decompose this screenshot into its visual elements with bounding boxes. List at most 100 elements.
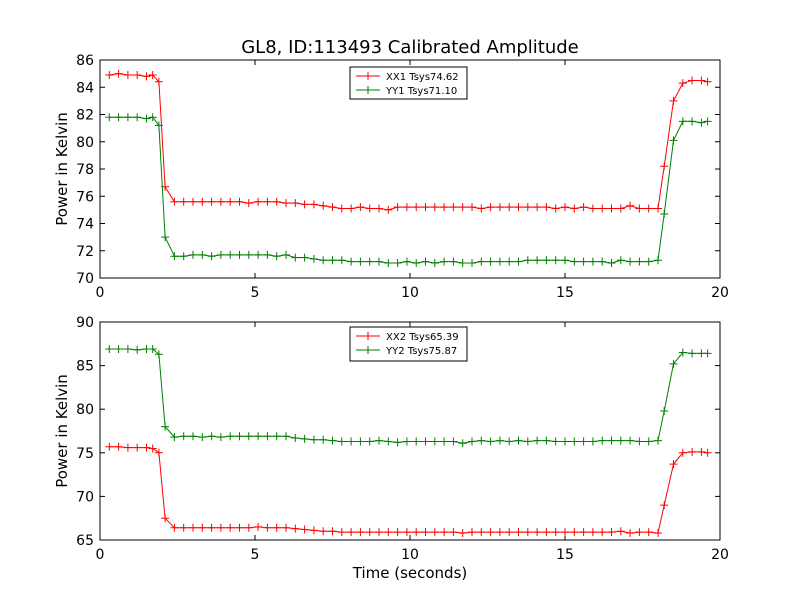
top-data-point-yy1 xyxy=(244,250,253,259)
top-data-point-yy1 xyxy=(626,257,635,266)
top-data-point-xx1 xyxy=(226,197,235,206)
top-data-point-yy1 xyxy=(133,113,142,122)
bottom-data-point-xx2 xyxy=(384,528,393,537)
bottom-data-point-yy2 xyxy=(272,432,281,441)
bottom-y-tick-label: 85 xyxy=(76,359,94,375)
bottom-data-point-yy2 xyxy=(105,345,114,354)
top-data-point-yy1 xyxy=(198,250,207,259)
top-data-point-yy1 xyxy=(207,252,216,261)
bottom-y-axis-label: Power in Kelvin xyxy=(53,374,71,488)
bottom-series-xx2 xyxy=(105,442,712,538)
bottom-data-point-yy2 xyxy=(669,359,678,368)
bottom-data-point-xx2 xyxy=(170,523,179,532)
top-data-point-yy1 xyxy=(440,257,449,266)
bottom-data-point-yy2 xyxy=(179,432,188,441)
bottom-data-point-xx2 xyxy=(319,527,328,536)
bottom-data-point-xx2 xyxy=(421,528,430,537)
top-data-point-yy1 xyxy=(148,113,157,122)
top-data-point-yy1 xyxy=(514,257,523,266)
bottom-data-point-yy2 xyxy=(254,432,263,441)
bottom-data-point-yy2 xyxy=(598,436,607,445)
bottom-data-point-xx2 xyxy=(328,527,337,536)
top-data-point-xx1 xyxy=(588,204,597,213)
top-data-point-yy1 xyxy=(375,257,383,266)
bottom-data-point-xx2 xyxy=(514,528,523,537)
top-data-point-xx1 xyxy=(384,205,393,214)
top-data-point-xx1 xyxy=(309,200,318,209)
top-data-point-yy1 xyxy=(319,256,328,265)
top-legend-marker-yy1 xyxy=(364,86,372,94)
top-x-tick-label: 10 xyxy=(401,285,419,301)
top-data-point-xx1 xyxy=(505,203,514,212)
top-data-point-xx1 xyxy=(449,203,458,212)
top-data-point-xx1 xyxy=(430,203,439,212)
top-data-point-yy1 xyxy=(703,117,712,126)
top-data-point-yy1 xyxy=(635,257,644,266)
bottom-data-point-yy2 xyxy=(365,437,374,446)
bottom-x-axis-label: Time (seconds) xyxy=(352,564,468,582)
bottom-x-tick-label: 10 xyxy=(401,547,419,563)
bottom-data-point-yy2 xyxy=(579,437,588,446)
bottom-data-point-xx2 xyxy=(607,528,616,537)
bottom-plot-frame xyxy=(99,321,721,541)
bottom-data-point-xx2 xyxy=(133,443,142,452)
bottom-data-point-xx2 xyxy=(678,448,687,457)
bottom-data-point-yy2 xyxy=(635,437,644,446)
top-data-point-yy1 xyxy=(300,253,309,262)
top-data-point-yy1 xyxy=(347,257,356,266)
bottom-data-point-xx2 xyxy=(244,523,253,532)
bottom-data-point-xx2 xyxy=(430,528,439,537)
top-data-point-xx1 xyxy=(254,197,263,206)
bottom-data-point-xx2 xyxy=(347,528,356,537)
top-legend-box xyxy=(349,66,468,100)
bottom-data-point-xx2 xyxy=(660,501,669,510)
top-data-point-xx1 xyxy=(458,203,467,212)
bottom-data-point-yy2 xyxy=(123,345,132,354)
bottom-data-point-yy2 xyxy=(375,436,383,445)
bottom-data-point-xx2 xyxy=(626,529,635,538)
bottom-data-point-yy2 xyxy=(263,432,272,441)
top-data-point-xx1 xyxy=(263,197,272,206)
top-legend-label-yy1: YY1 Tsys71.10 xyxy=(385,86,457,97)
top-data-point-xx1 xyxy=(495,203,504,212)
top-data-point-yy1 xyxy=(263,250,272,259)
bottom-data-point-yy2 xyxy=(393,438,402,447)
bottom-data-point-yy2 xyxy=(198,433,207,442)
top-data-point-xx1 xyxy=(523,203,532,212)
bottom-data-point-xx2 xyxy=(154,448,163,457)
top-data-point-xx1 xyxy=(542,203,551,212)
bottom-series-yy2 xyxy=(105,345,712,448)
top-data-point-yy1 xyxy=(226,250,235,259)
bottom-data-point-xx2 xyxy=(477,528,486,537)
top-plot-frame xyxy=(99,59,721,279)
top-data-point-xx1 xyxy=(235,197,244,206)
bottom-data-point-xx2 xyxy=(198,523,207,532)
top-data-point-yy1 xyxy=(561,256,569,265)
bottom-data-point-yy2 xyxy=(148,345,157,354)
top-legend: XX1 Tsys74.62 YY1 Tsys71.10 xyxy=(349,66,468,100)
top-data-point-xx1 xyxy=(635,204,644,213)
top-data-point-yy1 xyxy=(282,250,290,259)
bottom-data-point-xx2 xyxy=(688,447,697,456)
top-data-point-yy1 xyxy=(688,117,697,126)
bottom-data-point-yy2 xyxy=(300,434,309,443)
bottom-y-tick-label: 75 xyxy=(76,446,94,462)
chart-title: GL8, ID:113493 Calibrated Amplitude xyxy=(241,37,579,58)
top-y-tick-label: 80 xyxy=(76,135,94,151)
top-y-tick-label: 74 xyxy=(76,217,94,233)
bottom-data-point-xx2 xyxy=(635,528,644,537)
bottom-data-point-yy2 xyxy=(412,437,421,446)
top-data-point-yy1 xyxy=(598,257,607,266)
bottom-data-point-yy2 xyxy=(660,406,669,415)
bottom-data-point-yy2 xyxy=(542,436,551,445)
bottom-data-point-yy2 xyxy=(551,437,560,446)
top-data-point-yy1 xyxy=(533,256,542,265)
bottom-data-point-yy2 xyxy=(161,422,170,431)
top-data-point-xx1 xyxy=(328,203,337,212)
bottom-data-point-xx2 xyxy=(468,528,476,537)
top-data-point-yy1 xyxy=(477,257,486,266)
top-data-point-xx1 xyxy=(393,203,402,212)
top-data-point-yy1 xyxy=(579,257,588,266)
bottom-data-point-yy2 xyxy=(309,435,318,444)
